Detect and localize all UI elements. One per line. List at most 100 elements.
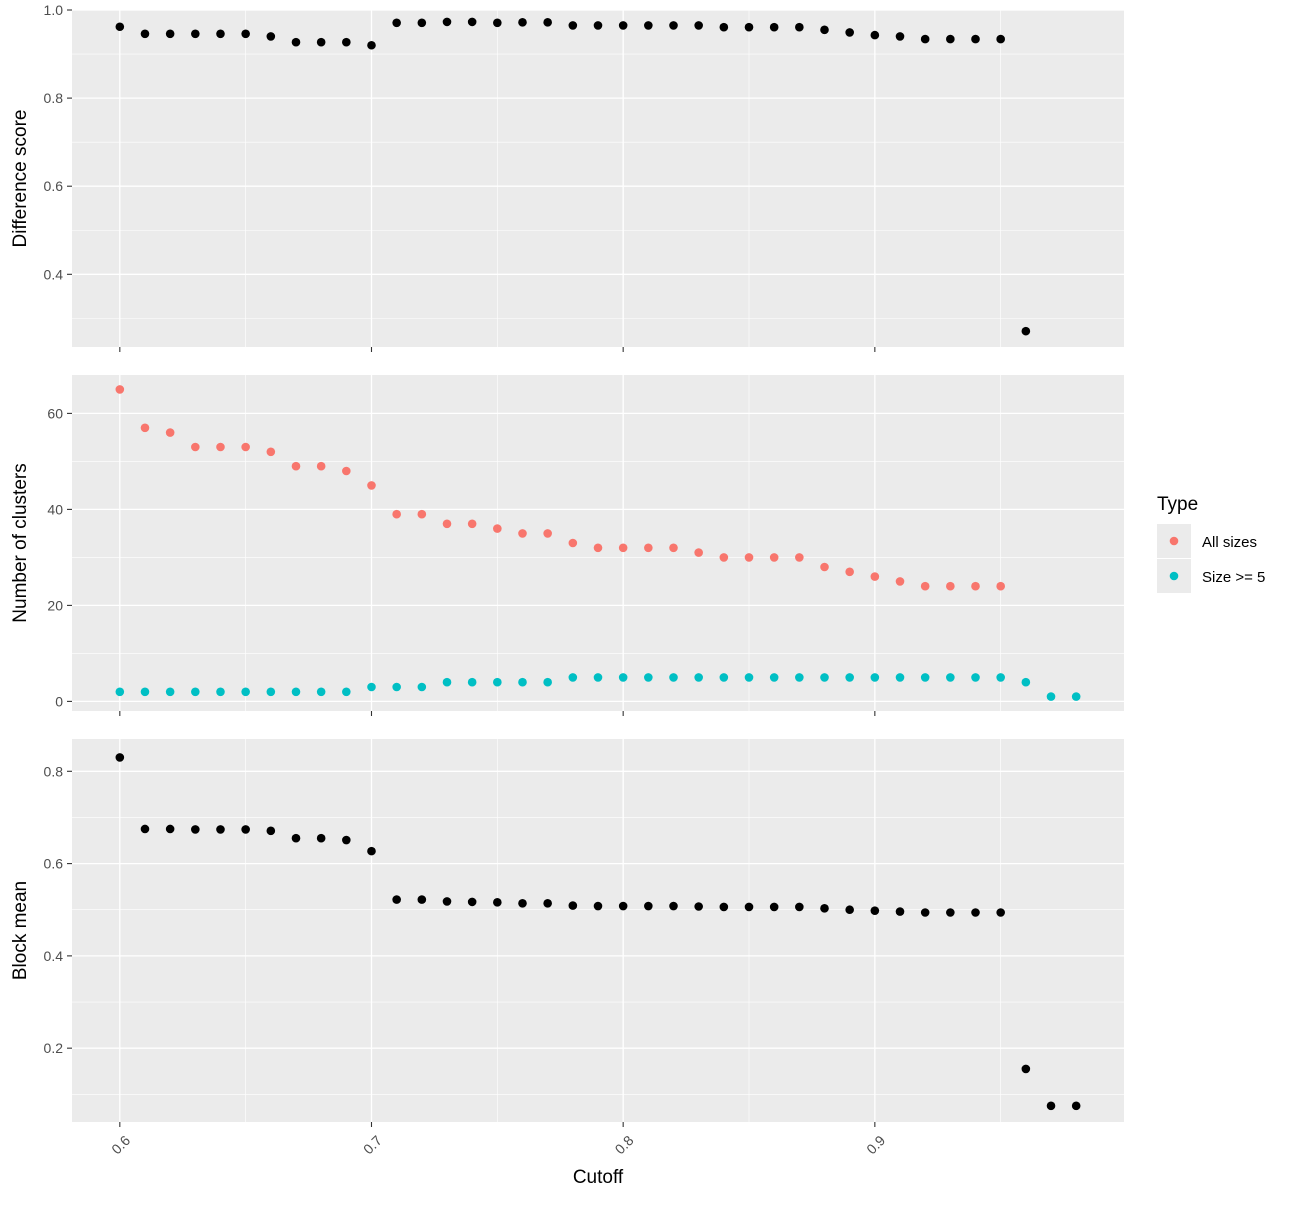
data-point <box>694 548 703 557</box>
data-point <box>442 897 452 906</box>
legend-label: Size >= 5 <box>1202 569 1265 586</box>
data-point <box>266 447 276 457</box>
data-point <box>618 21 628 30</box>
data-point <box>140 423 150 433</box>
data-point <box>467 519 477 529</box>
data-point <box>593 21 603 30</box>
data-point <box>291 833 301 843</box>
data-point <box>744 673 754 682</box>
data-point <box>1046 1101 1056 1111</box>
y-axis-title: Difference score <box>10 110 31 248</box>
data-point <box>140 687 150 697</box>
data-point <box>769 902 779 912</box>
data-point <box>165 824 175 834</box>
panel-difference: 0.4 0.6 0.8 1.0 Difference score <box>10 2 1124 352</box>
data-point <box>971 673 980 682</box>
data-point <box>870 572 880 581</box>
y-tick-label: 0.4 <box>44 948 64 964</box>
data-point <box>191 687 200 697</box>
data-point <box>165 29 175 39</box>
y-tick-label: 0 <box>55 693 63 709</box>
data-point <box>946 673 955 682</box>
data-point <box>543 529 552 538</box>
data-point <box>996 34 1005 44</box>
data-point <box>518 529 527 538</box>
data-point <box>845 28 854 37</box>
data-point <box>744 22 754 32</box>
data-point <box>845 673 854 682</box>
data-point <box>241 29 250 39</box>
x-tick-label: 0.9 <box>863 1132 888 1157</box>
data-point <box>920 581 930 591</box>
data-point <box>568 538 578 548</box>
y-tick-label: 60 <box>47 405 63 421</box>
y-tick-label: 0.2 <box>44 1040 64 1056</box>
data-point <box>644 543 653 553</box>
data-point <box>795 22 804 32</box>
data-point <box>417 509 427 519</box>
data-point <box>1021 677 1031 687</box>
data-point <box>291 37 301 47</box>
y-tick-label: 0.8 <box>44 763 64 779</box>
data-point <box>1071 1101 1081 1111</box>
data-point <box>820 904 829 913</box>
data-point <box>644 673 653 682</box>
data-point <box>493 524 502 533</box>
data-point <box>266 826 276 836</box>
data-point <box>644 21 653 30</box>
data-point <box>593 543 603 553</box>
y-tick-label: 0.6 <box>44 856 64 872</box>
data-point <box>568 901 578 910</box>
data-point <box>241 687 250 697</box>
data-point <box>644 901 653 911</box>
data-point <box>795 553 804 562</box>
data-point <box>795 673 804 682</box>
data-point <box>518 18 527 27</box>
y-axis-title: Block mean <box>10 881 31 980</box>
panel-background <box>72 739 1124 1122</box>
data-point <box>467 677 477 687</box>
data-point <box>115 385 125 394</box>
data-point <box>216 442 225 452</box>
data-point <box>719 673 729 682</box>
data-point <box>618 901 628 911</box>
data-point <box>1071 692 1081 701</box>
data-point <box>291 461 301 471</box>
data-point <box>744 553 754 562</box>
data-point <box>669 21 678 30</box>
data-point <box>191 825 200 834</box>
y-tick-label: 40 <box>47 501 63 517</box>
data-point <box>266 687 276 697</box>
data-point <box>392 682 401 692</box>
data-point <box>946 34 955 44</box>
data-point <box>920 673 930 682</box>
data-point <box>467 17 477 27</box>
data-point <box>669 901 678 911</box>
data-point <box>291 687 301 697</box>
y-tick-label: 0.4 <box>44 266 64 282</box>
x-tick-label: 0.8 <box>612 1132 637 1157</box>
data-point <box>417 682 427 692</box>
data-point <box>1021 1064 1031 1074</box>
data-point <box>669 543 678 553</box>
data-point <box>493 898 502 907</box>
data-point <box>392 18 401 28</box>
data-point <box>115 22 125 32</box>
panel-block: 0.2 0.4 0.6 0.8 0.6 0.7 0.8 0.9 Block mean Cutoff <box>10 739 1124 1188</box>
data-point <box>946 908 955 917</box>
data-point <box>795 902 804 912</box>
data-point <box>493 18 502 28</box>
data-point <box>694 902 703 911</box>
data-point <box>996 908 1005 917</box>
data-point <box>1021 326 1031 336</box>
data-point <box>316 461 326 471</box>
data-point <box>870 906 880 915</box>
data-point <box>216 687 225 697</box>
data-point <box>367 682 376 692</box>
data-point <box>820 562 829 572</box>
data-point <box>316 833 326 843</box>
data-point <box>769 673 779 682</box>
y-tick-label: 1.0 <box>44 2 64 18</box>
data-point <box>165 428 175 437</box>
data-point <box>769 22 779 32</box>
